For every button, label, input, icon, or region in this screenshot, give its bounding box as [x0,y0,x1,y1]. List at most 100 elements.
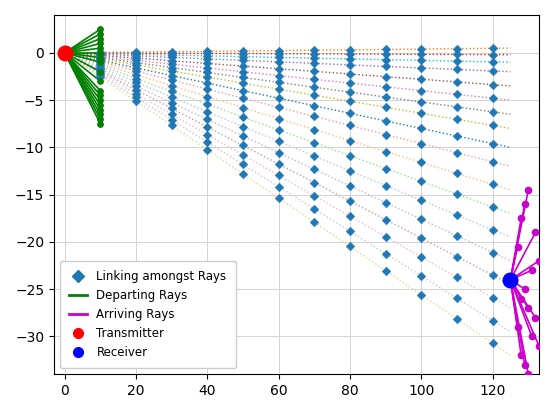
Point [488,81,497,88]
Point [488,294,497,301]
Point [417,235,425,242]
Point [346,51,355,57]
Point [488,272,497,278]
Point [131,57,140,64]
Point [203,86,212,93]
Point [274,161,283,167]
Point [535,343,543,349]
Point [381,118,390,124]
Point [381,46,390,53]
Point [96,59,105,65]
Point [381,74,390,80]
Point [310,140,319,146]
Point [239,161,248,168]
Point [203,50,212,57]
Point [417,65,425,71]
Point [381,165,390,172]
Point [239,95,248,102]
Point [346,198,355,204]
Point [381,131,390,138]
Point [535,258,543,264]
Point [96,45,105,51]
Point [96,102,105,108]
Point [131,94,140,101]
Point [203,139,212,145]
Point [488,45,497,52]
Point [310,76,319,83]
Point [488,95,497,102]
Point [96,121,105,127]
Point [167,105,176,112]
Point [346,152,355,159]
Point [417,292,425,298]
Point [96,53,105,60]
Point [488,122,497,129]
Point [417,76,425,83]
Point [274,183,283,190]
Point [167,72,176,79]
Point [346,183,355,189]
Point [96,59,105,66]
Point [453,170,461,177]
Point [239,87,248,94]
Point [167,94,176,100]
Point [513,324,522,330]
Point [167,68,176,74]
Point [274,95,283,102]
Point [488,51,497,58]
Point [524,371,533,377]
Point [96,49,105,56]
Point [453,233,461,239]
Point [96,62,105,69]
Point [203,65,212,71]
Point [203,146,212,153]
Point [346,243,355,250]
Point [346,89,355,95]
Point [239,50,248,57]
Point [274,104,283,111]
Point [520,201,529,207]
Point [520,361,529,368]
Point [96,50,105,56]
Point [96,69,105,75]
Point [517,295,526,302]
Point [131,79,140,85]
Point [167,122,176,129]
Point [381,148,390,155]
Point [274,86,283,93]
Point [167,100,176,106]
Point [131,75,140,82]
Point [310,219,319,225]
Point [310,60,319,67]
Point [488,59,497,65]
Point [417,125,425,132]
Point [346,137,355,144]
Point [131,49,140,55]
Point [167,64,176,71]
Point [310,192,319,199]
Point [453,253,461,260]
Point [517,215,526,222]
Point [381,63,390,70]
Point [167,52,176,58]
Point [453,274,461,281]
Point [96,78,105,85]
Point [310,179,319,186]
Point [488,204,497,210]
Point [531,229,540,236]
Point [453,191,461,197]
Point [96,54,105,61]
Point [274,65,283,72]
Point [203,116,212,123]
Point [381,199,390,206]
Point [274,115,283,122]
Point [346,122,355,129]
Point [453,51,461,58]
Point [239,104,248,111]
Point [381,267,390,274]
Point [417,46,425,52]
Point [96,68,105,75]
Point [510,276,519,283]
Point [96,92,105,99]
Point [167,57,176,64]
